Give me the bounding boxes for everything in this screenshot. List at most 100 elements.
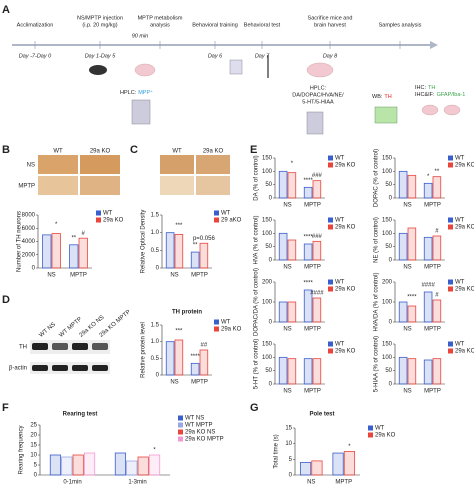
y-axis-label: DOPAC (% of control) bbox=[374, 149, 380, 207]
significance-label: # bbox=[435, 293, 439, 299]
y-tick-label: 150 bbox=[262, 156, 273, 162]
legend-label: 29a KO bbox=[375, 433, 396, 439]
panel-label: C bbox=[130, 144, 138, 156]
x-tick-label: 1-3min bbox=[128, 480, 146, 486]
bar bbox=[423, 291, 433, 323]
legend-swatch bbox=[448, 341, 453, 347]
y-axis-label: Total time (s) bbox=[274, 434, 280, 468]
legend-swatch bbox=[178, 436, 183, 442]
x-tick-label: NS bbox=[283, 203, 291, 209]
significance-label: **** bbox=[190, 354, 200, 360]
y-tick-label: 20 bbox=[30, 433, 37, 439]
significance-label: ## bbox=[201, 343, 208, 349]
legend-swatch bbox=[448, 162, 453, 168]
legend-label: WT NS bbox=[185, 416, 204, 422]
y-tick-label: 100 bbox=[382, 169, 393, 175]
x-tick-label: NS bbox=[170, 380, 178, 386]
bar bbox=[137, 456, 149, 476]
legend-label: WT bbox=[455, 342, 465, 348]
analysis-key: IHC&IF: bbox=[415, 92, 435, 98]
bar bbox=[72, 454, 84, 476]
bar bbox=[83, 452, 96, 476]
day-label: Day 1-Day 5 bbox=[85, 53, 117, 59]
legend-label: 29a KO bbox=[335, 287, 356, 293]
legend-swatch bbox=[178, 415, 183, 421]
y-tick-label: 5 bbox=[34, 463, 38, 469]
y-tick-label: 10 bbox=[30, 453, 37, 459]
y-tick-label: 100 bbox=[262, 355, 273, 361]
y-tick-label: 5 bbox=[289, 457, 293, 463]
legend-swatch bbox=[448, 224, 453, 230]
y-tick-label: 0 bbox=[269, 382, 273, 388]
bar bbox=[432, 299, 442, 323]
legend-label: 29a KO bbox=[221, 327, 242, 333]
band-label: TH bbox=[19, 345, 27, 351]
bar bbox=[312, 297, 322, 323]
panel-label: F bbox=[2, 402, 9, 414]
significance-label: #### bbox=[310, 291, 324, 297]
ihc-image bbox=[160, 176, 194, 195]
day-label: Day -7-Day 0 bbox=[19, 53, 52, 59]
y-axis-label: NE (% of control) bbox=[374, 217, 380, 263]
beaker-icon bbox=[229, 59, 243, 75]
significance-label: * bbox=[153, 448, 156, 454]
ihc-image bbox=[196, 155, 230, 174]
blot-strip bbox=[30, 340, 110, 354]
legend-label: 29a KO bbox=[455, 163, 474, 169]
y-tick-label: 100 bbox=[382, 355, 393, 361]
bar bbox=[78, 237, 88, 269]
y-tick-label: 50 bbox=[265, 368, 272, 374]
legend-label: WT bbox=[103, 211, 113, 217]
legend-label: WT bbox=[335, 156, 345, 162]
bar bbox=[199, 349, 209, 376]
bar bbox=[398, 170, 408, 199]
legend-swatch bbox=[448, 286, 453, 292]
bar bbox=[148, 454, 161, 476]
x-tick-label: NS bbox=[403, 327, 411, 333]
y-tick-label: 100 bbox=[262, 231, 273, 237]
band-label: β-actin bbox=[9, 366, 27, 372]
y-tick-label: 0 bbox=[289, 473, 293, 479]
panel-label: A bbox=[2, 4, 10, 16]
significance-label: * bbox=[55, 222, 58, 228]
y-tick-label: 15 bbox=[285, 426, 292, 432]
bar bbox=[311, 460, 323, 476]
bar bbox=[332, 452, 344, 476]
legend-label: 29a KO bbox=[103, 218, 124, 224]
image-column: 29a KO bbox=[90, 149, 111, 155]
legend-swatch bbox=[328, 162, 333, 168]
interval-label: 90 min bbox=[132, 33, 149, 39]
legend-label: 29a KO bbox=[455, 287, 474, 293]
y-tick-label: 0 bbox=[32, 266, 36, 272]
ihc-image bbox=[38, 176, 78, 195]
analysis-label: HPLC: MPP⁺ bbox=[120, 89, 153, 96]
x-tick-label: NS bbox=[283, 265, 291, 271]
y-tick-label: 150 bbox=[262, 218, 273, 224]
analysis-key: WB: bbox=[372, 94, 383, 100]
image-column: 29a KO bbox=[203, 149, 224, 155]
y-tick-label: 150 bbox=[382, 342, 393, 348]
bar bbox=[69, 244, 79, 269]
legend-swatch bbox=[214, 326, 219, 332]
x-tick-label: NS bbox=[283, 389, 291, 395]
ihc-images-b bbox=[38, 155, 120, 195]
y-tick-label: 50 bbox=[385, 368, 392, 374]
bar bbox=[287, 358, 297, 385]
legend-label: WT bbox=[375, 426, 385, 432]
y-tick-label: 1.0 bbox=[151, 230, 160, 236]
significance-label: *** bbox=[175, 223, 183, 229]
legend-swatch bbox=[328, 279, 333, 285]
y-tick-label: 0 bbox=[34, 473, 38, 479]
bar bbox=[199, 242, 209, 269]
day-label: Day 6 bbox=[208, 53, 223, 59]
hplc-icon bbox=[131, 99, 151, 125]
bar bbox=[190, 362, 200, 376]
legend-label: 29a KO MPTP bbox=[185, 437, 224, 443]
brain-slice bbox=[421, 104, 439, 116]
bar bbox=[51, 233, 61, 269]
analysis-label: IHC&IF: GFAP/Iba-1 bbox=[415, 92, 465, 98]
legend-swatch bbox=[448, 348, 453, 354]
analysis-value: TH bbox=[428, 85, 435, 91]
